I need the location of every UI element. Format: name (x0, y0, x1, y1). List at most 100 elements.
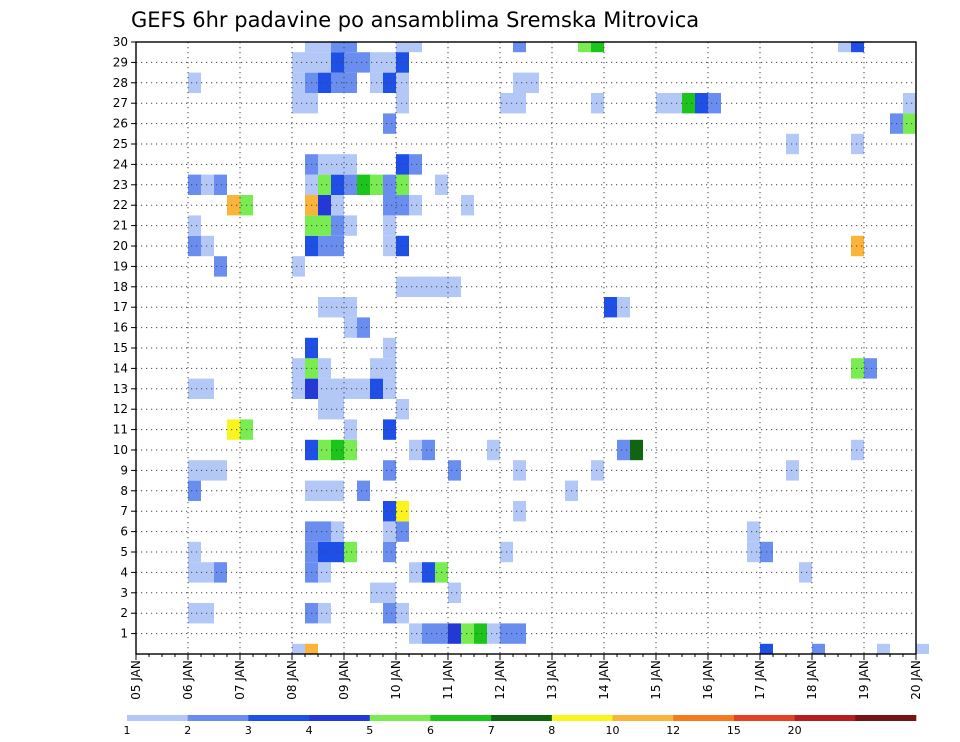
heatmap-cell-m1-s21 (409, 623, 422, 644)
heatmap-cell-m30-s20 (396, 42, 409, 53)
x-tick-label: 14 JAN (597, 660, 611, 700)
y-tick-label: 15 (113, 341, 128, 355)
heatmap-cell-m6-s15 (331, 521, 344, 542)
colorbar-label: 5 (366, 724, 373, 737)
colorbar-swatch (248, 715, 310, 721)
heatmap-cell-m0-s48 (760, 643, 773, 654)
heatmap-cell-m27-s42 (682, 93, 695, 114)
heatmap-cell-m14-s56 (864, 358, 877, 379)
heatmap-cell-m10-s37 (617, 439, 630, 461)
heatmap-cell-m11-s7 (227, 419, 240, 440)
heatmap-cell-m0-s12 (292, 643, 305, 654)
colorbar-swatch (491, 715, 553, 721)
heatmap-cell-m13-s14 (318, 378, 331, 399)
heatmap-cell-m23-s16 (344, 174, 357, 195)
heatmap-cell-m13-s19 (383, 378, 396, 399)
grid-lines (136, 41, 916, 654)
y-tick-label: 17 (113, 300, 128, 314)
y-tick-label: 20 (113, 239, 128, 253)
heatmap-cell-m13-s17 (357, 378, 370, 399)
heatmap-cell-m28-s4 (188, 72, 201, 93)
heatmap-cell-m10-s21 (409, 439, 422, 461)
heatmap-cell-m28-s19 (383, 72, 396, 93)
heatmap-cell-m7-s29 (513, 501, 526, 522)
heatmap-cell-m28-s15 (331, 72, 344, 93)
heatmap-cell-m21-s4 (188, 215, 201, 236)
colorbar-label: 6 (427, 724, 434, 737)
heatmap-cell-m19-s12 (292, 256, 305, 277)
colorbar-label: 4 (306, 724, 313, 737)
heatmap-cell-m18-s20 (396, 276, 409, 297)
colorbar-label: 3 (245, 724, 252, 737)
heatmap-cell-m10-s27 (487, 439, 500, 461)
heatmap-cell-m30-s14 (318, 42, 331, 53)
heatmap-cell-m12-s15 (331, 399, 344, 420)
y-tick-label: 5 (120, 545, 128, 559)
heatmap-cell-m14-s19 (383, 358, 396, 379)
heatmap-cell-m13-s16 (344, 378, 357, 399)
heatmap-cell-m7-s19 (383, 501, 396, 522)
heatmap-cell-m26-s59 (903, 113, 916, 134)
colorbar-label: 8 (548, 724, 555, 737)
heatmap-cell-m13-s15 (331, 378, 344, 399)
heatmap-cell-m30-s13 (305, 42, 318, 53)
heatmap-cell-m26-s19 (383, 113, 396, 134)
heatmap-cell-m20-s4 (188, 235, 201, 257)
heatmap-cell-m5-s4 (188, 541, 201, 563)
heatmap-cell-m22-s7 (227, 195, 240, 216)
heatmap-cell-m20-s19 (383, 235, 396, 257)
x-tick-label: 08 JAN (285, 660, 299, 700)
heatmap-cell-m13-s5 (201, 378, 214, 399)
heatmap-cell-m24-s15 (331, 154, 344, 175)
y-tick-label: 8 (120, 484, 128, 498)
heatmap-cell-m29-s15 (331, 52, 344, 73)
y-tick-label: 30 (113, 35, 128, 49)
heatmap-cell-m15-s19 (383, 337, 396, 359)
heatmap-cell-m13-s4 (188, 378, 201, 399)
heatmap-cell-m1-s26 (474, 623, 487, 644)
heatmap-cell-m17-s36 (604, 297, 617, 318)
heatmap-cell-m24-s16 (344, 154, 357, 175)
y-tick-label: 23 (113, 178, 128, 192)
heatmap-cell-m2-s20 (396, 603, 409, 624)
colorbar-label: 10 (606, 724, 620, 737)
heatmap-cell-m18-s24 (448, 276, 461, 297)
x-tick-label: 10 JAN (389, 660, 403, 700)
heatmap-cell-m0-s13 (305, 643, 318, 654)
heatmap-cell-m1-s29 (513, 623, 526, 644)
heatmap-cell-m28-s14 (318, 72, 331, 93)
heatmap-cell-m25-s50 (786, 133, 799, 155)
heatmap-cell-m8-s14 (318, 480, 331, 501)
heatmap-cell-m12-s14 (318, 399, 331, 420)
heatmap-cell-m22-s20 (396, 195, 409, 216)
heatmap-cell-m0-s60 (916, 643, 929, 654)
x-tick-label: 17 JAN (753, 660, 767, 700)
heatmap-cell-m30-s34 (578, 42, 591, 53)
heatmap-cell-m29-s20 (396, 52, 409, 73)
y-tick-label: 24 (113, 157, 128, 171)
x-tick-label: 20 JAN (909, 660, 923, 700)
heatmap-cell-m20-s15 (331, 235, 344, 257)
colorbar-swatch (612, 715, 674, 721)
x-tick-label: 13 JAN (545, 660, 559, 700)
heatmap-cell-m9-s35 (591, 460, 604, 481)
heatmap-cell-m23-s19 (383, 174, 396, 195)
heatmap-cell-m8-s15 (331, 480, 344, 501)
y-axis: 1234567891011121314151617181920212223242… (113, 35, 136, 641)
heatmap-cell-m27-s35 (591, 93, 604, 114)
colorbar-label: 15 (727, 724, 741, 737)
colorbar-swatch (430, 715, 492, 721)
heatmap-cell-m6-s19 (383, 521, 396, 542)
heatmap-cell-m9-s19 (383, 460, 396, 481)
heatmap-cell-m29-s19 (383, 52, 396, 73)
heatmap-cell-m5-s14 (318, 541, 331, 563)
heatmap-cell-m9-s5 (201, 460, 214, 481)
y-tick-label: 1 (120, 627, 128, 641)
heatmap-cell-m14-s55 (851, 358, 864, 379)
heatmap-cell-m29-s16 (344, 52, 357, 73)
heatmap-cell-m21-s19 (383, 215, 396, 236)
heatmap-cell-m16-s17 (357, 317, 370, 338)
heatmap-cell-m10-s14 (318, 439, 331, 461)
y-tick-label: 13 (113, 382, 128, 396)
